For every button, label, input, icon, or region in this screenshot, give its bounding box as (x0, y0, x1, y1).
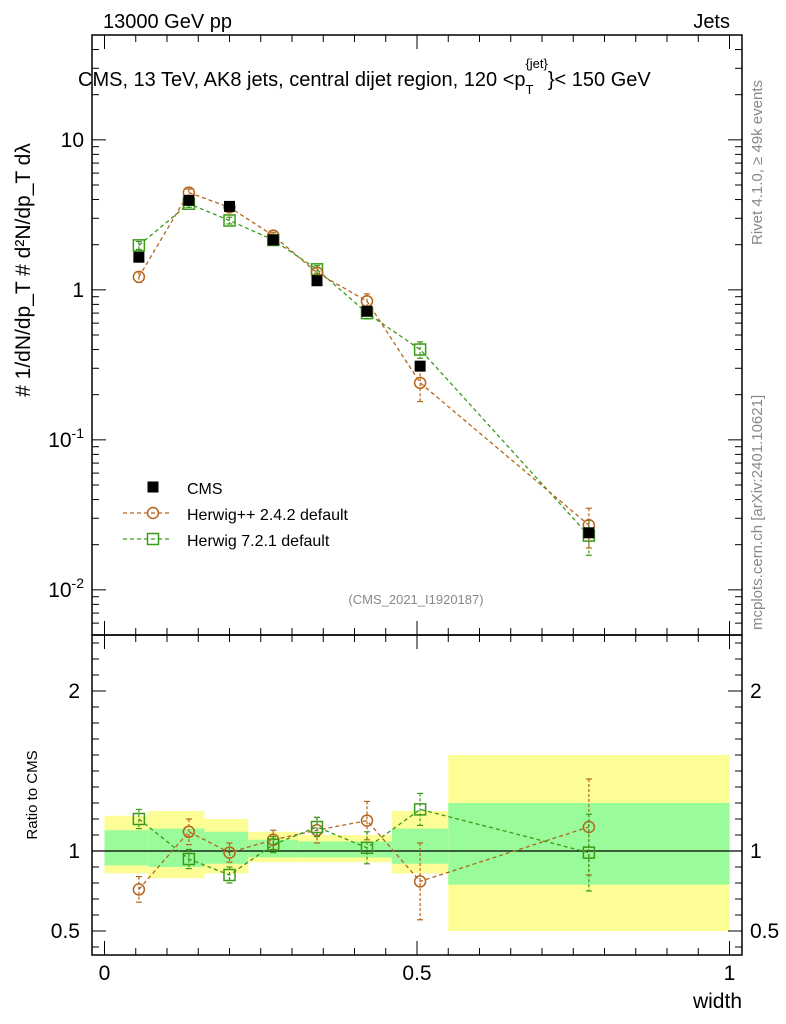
plot-title-main: CMS, 13 TeV, AK8 jets, central dijet reg… (78, 69, 526, 91)
ratio-band-green (104, 830, 149, 866)
marker-filled-square (224, 200, 235, 212)
marker-open-square (146, 532, 160, 546)
marker-open-square (582, 846, 596, 859)
marker-open-square (132, 812, 146, 826)
marker-open-square (132, 239, 146, 252)
x-tick-label: 1 (724, 962, 736, 985)
plot-title-end: }< 150 GeV (548, 69, 652, 91)
marker-filled-square (311, 275, 323, 287)
plot-title: CMS, 13 TeV, AK8 jets, central dijet reg… (78, 56, 651, 97)
legend-label: CMS (187, 481, 223, 498)
y-tick-label: 10-2 (48, 575, 84, 602)
rivet-label: Rivet 4.1.0, ≥ 49k events (749, 80, 766, 245)
header-left: 13000 GeV pp (103, 11, 232, 33)
marker-filled-square (361, 305, 373, 317)
marker-open-square (267, 838, 280, 851)
ratio-y-label: Ratio to CMS (24, 750, 41, 839)
ratio-y-tick-label: 0.5 (51, 920, 80, 943)
legend-label: Herwig 7.2.1 default (187, 533, 330, 550)
header-right: Jets (693, 11, 730, 33)
marker-open-square (413, 343, 427, 356)
marker-open-circle (182, 825, 196, 839)
marker-open-square (223, 868, 236, 882)
marker-filled-square (133, 251, 145, 263)
ratio-y-tick-label: 2 (68, 680, 80, 703)
series-line-1 (138, 191, 590, 526)
marker-filled-square (183, 194, 195, 206)
marker-open-circle (132, 270, 146, 284)
ratio-line-1 (138, 808, 590, 876)
ratio-frame (91, 634, 743, 956)
x-axis-label: width (692, 990, 742, 1013)
y-tick-label: 10-1 (48, 425, 84, 452)
ratio-band-green (298, 841, 342, 858)
marker-filled-square (267, 234, 279, 246)
x-tick-label: 0.5 (402, 962, 431, 985)
y-axis-label: # 1/dN/dp_T # d²N/dp_T dλ (12, 143, 35, 397)
marker-open-circle (146, 506, 160, 520)
x-tick-label: 0 (99, 962, 111, 985)
mcplots-label: mcplots.cern.ch [arXiv:2401.10621] (749, 395, 766, 630)
y-tick-label: 10 (61, 129, 84, 152)
ratio-y-tick-label-right: 2 (750, 680, 762, 703)
marker-filled-square (414, 360, 426, 372)
marker-open-circle (132, 883, 146, 896)
ratio-y-tick-label-right: 0.5 (750, 920, 779, 943)
ratio-y-tick-label-right: 1 (750, 840, 762, 863)
marker-open-circle (413, 875, 427, 888)
ratio-y-tick-label: 1 (68, 840, 80, 863)
marker-open-square (182, 852, 196, 866)
legend-label: Herwig++ 2.4.2 default (187, 507, 349, 524)
marker-filled-square (147, 481, 159, 493)
ratio-band-green (392, 828, 449, 864)
marker-open-square (223, 214, 236, 227)
plot-title-sub: T (526, 82, 534, 97)
ratio-line-0 (138, 819, 590, 890)
series-line-2 (138, 202, 590, 537)
marker-open-square (360, 841, 374, 855)
y-tick-label: 1 (72, 279, 84, 302)
marker-open-square (310, 820, 324, 834)
marker-open-circle (360, 814, 374, 827)
marker-open-circle (223, 846, 236, 859)
plot-title-sup: {jet} (525, 56, 548, 71)
marker-open-circle (413, 376, 427, 390)
marker-open-square (413, 803, 427, 816)
marker-filled-square (583, 527, 595, 539)
analysis-id: (CMS_2021_I1920187) (348, 592, 483, 607)
